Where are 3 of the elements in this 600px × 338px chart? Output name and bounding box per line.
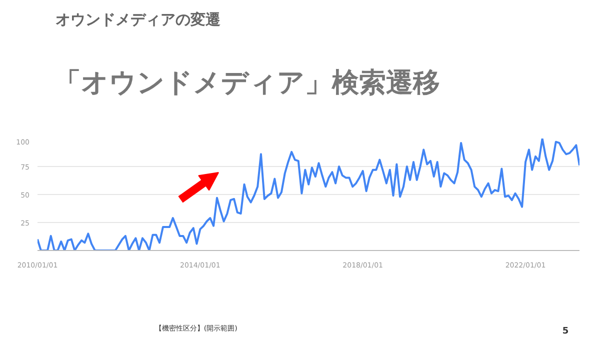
chart-title: オウンドメディアの変遷 — [56, 10, 222, 28]
chart-subtitle: 「オウンドメディア」検索遷移 — [54, 68, 440, 98]
text: 5 — [562, 326, 569, 336]
